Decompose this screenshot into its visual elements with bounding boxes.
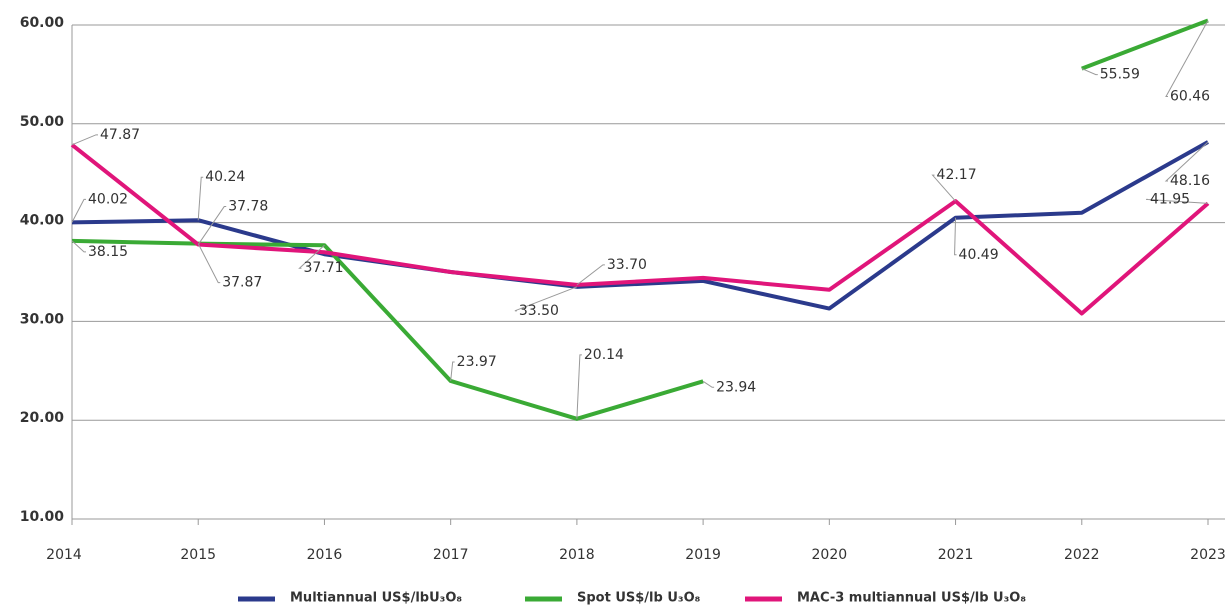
leader-line bbox=[576, 354, 582, 419]
data-label: 37.87 bbox=[222, 275, 262, 291]
series-line bbox=[1081, 18, 1209, 71]
leader-line bbox=[1081, 68, 1098, 76]
series-line bbox=[71, 140, 1209, 311]
legend-text: MAC-3 multiannual US$/lb U₃O₈ bbox=[797, 591, 1026, 606]
leader-line bbox=[197, 176, 204, 221]
data-label: 40.02 bbox=[88, 191, 128, 207]
x-tick-label: 2017 bbox=[433, 547, 469, 563]
leader-line bbox=[954, 217, 957, 256]
data-label: 38.15 bbox=[88, 244, 128, 260]
leader-line bbox=[71, 198, 86, 223]
data-label: 20.14 bbox=[584, 347, 624, 363]
x-tick-label: 2018 bbox=[559, 547, 595, 563]
y-tick-label: 30.00 bbox=[20, 311, 65, 327]
series-line bbox=[70, 143, 1210, 316]
data-label: 37.78 bbox=[228, 199, 268, 215]
data-label: 48.16 bbox=[1170, 173, 1210, 189]
leader-line bbox=[298, 244, 325, 269]
data-label: 40.24 bbox=[205, 169, 245, 185]
leader-line bbox=[576, 264, 605, 286]
x-tick-label: 2014 bbox=[46, 547, 82, 563]
data-label: 60.46 bbox=[1170, 88, 1210, 104]
x-tick-label: 2019 bbox=[685, 547, 721, 563]
y-tick-label: 20.00 bbox=[20, 410, 65, 426]
x-tick-label: 2023 bbox=[1190, 547, 1226, 563]
series-line bbox=[71, 238, 704, 421]
x-tick-label: 2021 bbox=[938, 547, 974, 563]
leader-line bbox=[514, 286, 578, 312]
data-label: 47.87 bbox=[100, 127, 140, 143]
x-tick-label: 2015 bbox=[180, 547, 216, 563]
y-tick-label: 40.00 bbox=[20, 213, 65, 229]
leader-line bbox=[197, 243, 221, 284]
x-tick-label: 2022 bbox=[1064, 547, 1100, 563]
data-label: 55.59 bbox=[1100, 67, 1140, 83]
x-tick-label: 2020 bbox=[812, 547, 848, 563]
leader-line bbox=[71, 134, 98, 146]
leader-line bbox=[931, 174, 956, 202]
leader-line bbox=[71, 240, 86, 253]
leader-line bbox=[1145, 198, 1209, 204]
data-label: 41.95 bbox=[1150, 191, 1190, 207]
data-label: 40.49 bbox=[959, 247, 999, 263]
leader-line bbox=[1164, 141, 1209, 182]
leader-line bbox=[702, 380, 715, 388]
y-tick-label: 60.00 bbox=[20, 15, 65, 31]
legend-text: Spot US$/lb U₃O₈ bbox=[577, 591, 701, 606]
data-label: 33.50 bbox=[519, 303, 559, 319]
data-label: 23.97 bbox=[457, 354, 497, 370]
x-tick-label: 2016 bbox=[307, 547, 343, 563]
legend-text: Multiannual US$/lbU₃O₈ bbox=[290, 591, 462, 606]
data-label: 37.71 bbox=[303, 260, 343, 276]
data-label: 23.94 bbox=[716, 379, 756, 395]
leader-line bbox=[197, 206, 227, 245]
y-tick-label: 10.00 bbox=[20, 509, 65, 525]
leader-line bbox=[450, 361, 455, 382]
leader-line bbox=[1165, 20, 1209, 97]
data-label: 42.17 bbox=[937, 167, 977, 183]
y-tick-label: 50.00 bbox=[20, 114, 65, 130]
data-label: 33.70 bbox=[607, 257, 647, 273]
